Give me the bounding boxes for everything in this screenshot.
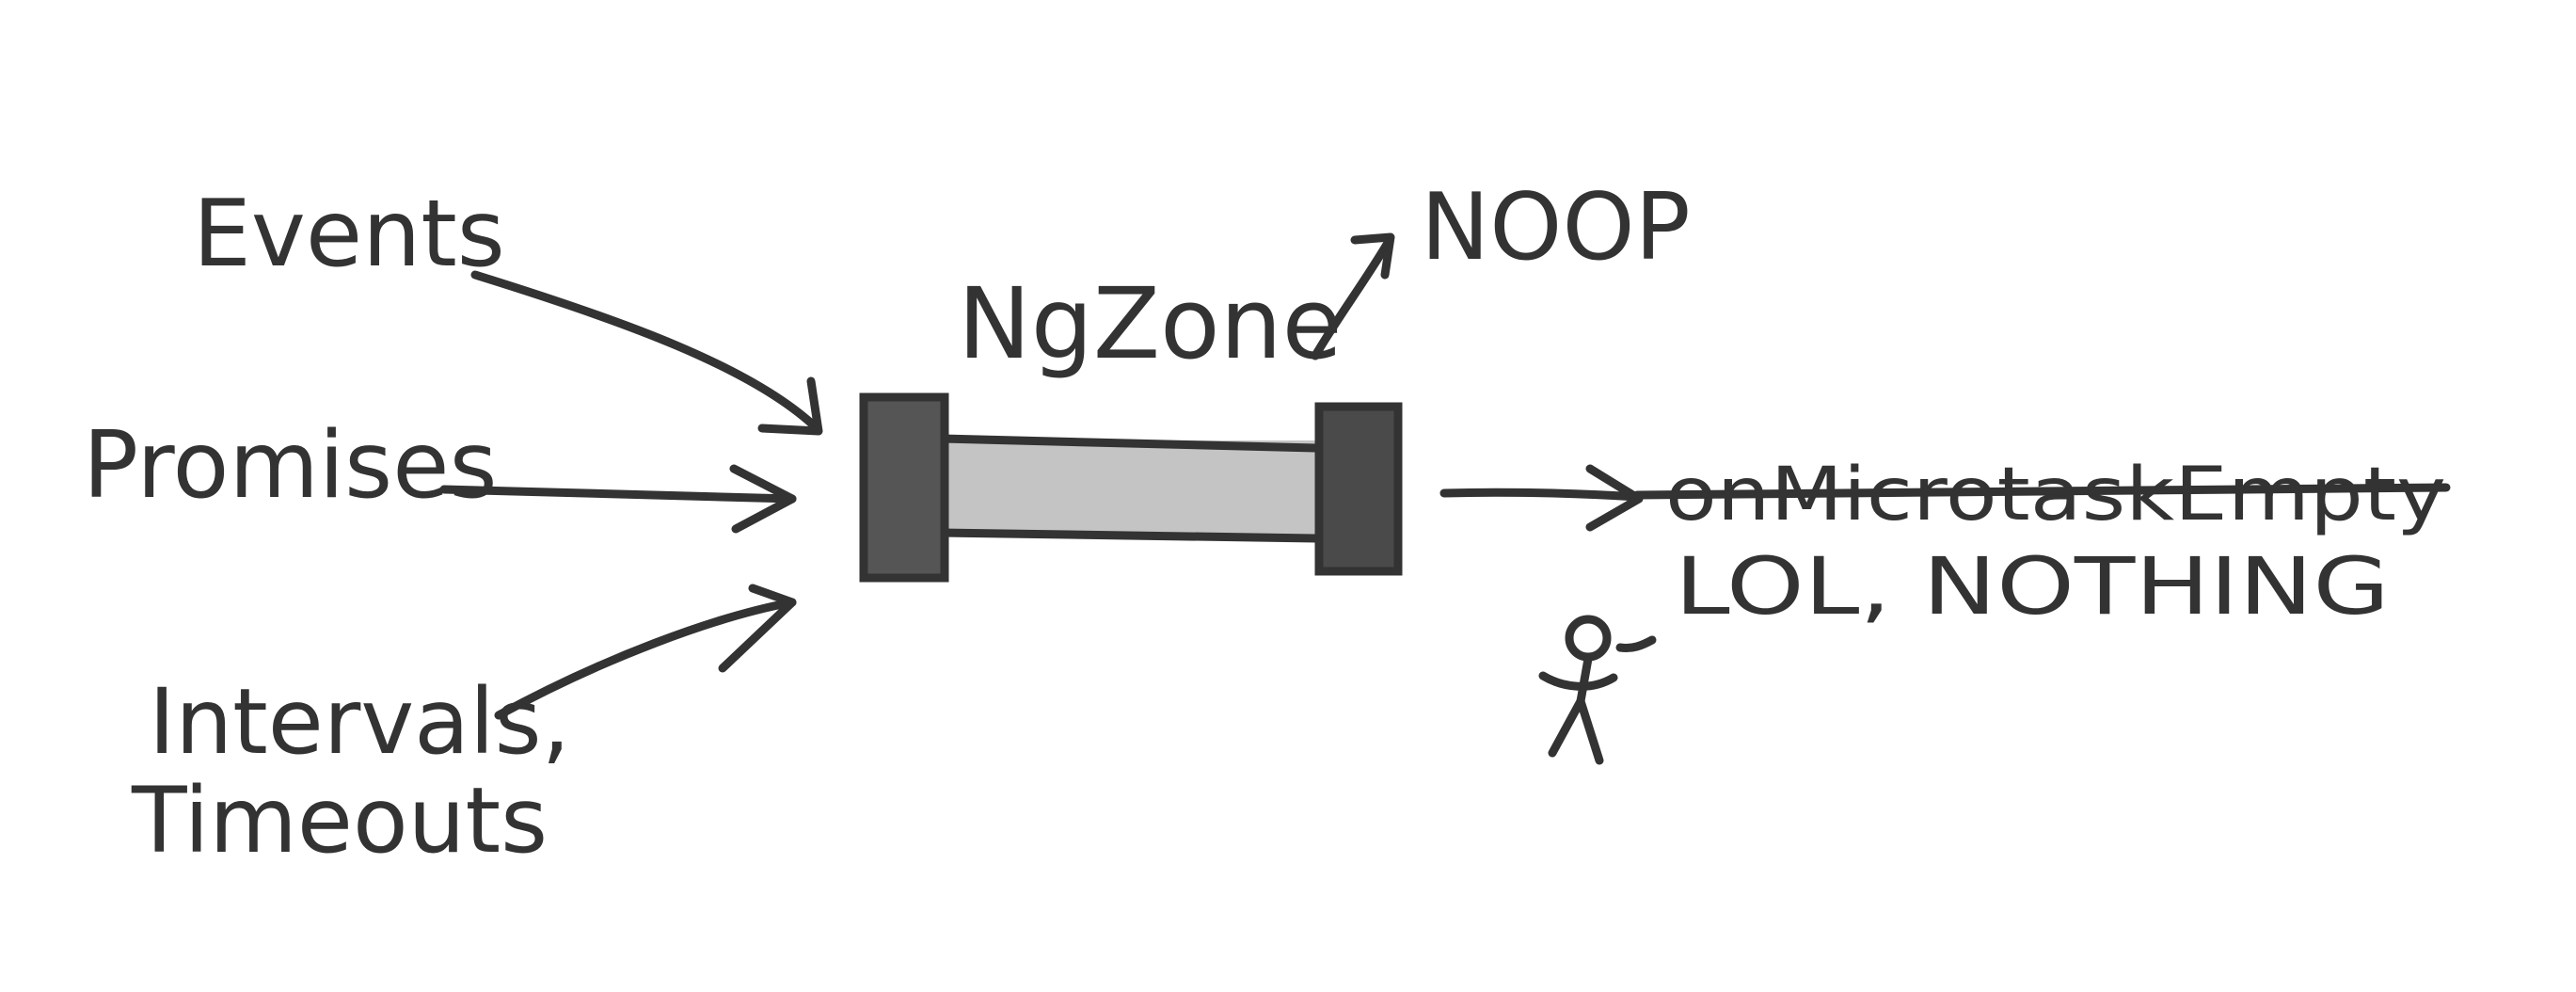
events-arrow [470, 270, 823, 436]
intervals-label: Intervals, [149, 669, 570, 775]
stick-figure-icon [1538, 615, 1657, 765]
ngzone-tube [859, 392, 1403, 583]
output-arrow [1439, 464, 1644, 532]
zone-exit-block [1314, 402, 1403, 576]
strikethrough-line [1632, 483, 2451, 500]
tube-body [941, 440, 1317, 535]
noop-label: NOOP [1421, 174, 1691, 281]
lol-nothing-label: LOL, NOTHING [1675, 540, 2390, 632]
ngzone-label: NgZone [958, 266, 1343, 381]
timeouts-label-text: Timeouts [131, 768, 548, 873]
events-label: Events [193, 181, 505, 288]
noop-arrow [1311, 232, 1395, 360]
zone-entry-block [859, 392, 949, 583]
promises-label: Promises [83, 412, 498, 520]
intervals-arrow [494, 584, 797, 720]
promises-arrow [439, 464, 797, 534]
